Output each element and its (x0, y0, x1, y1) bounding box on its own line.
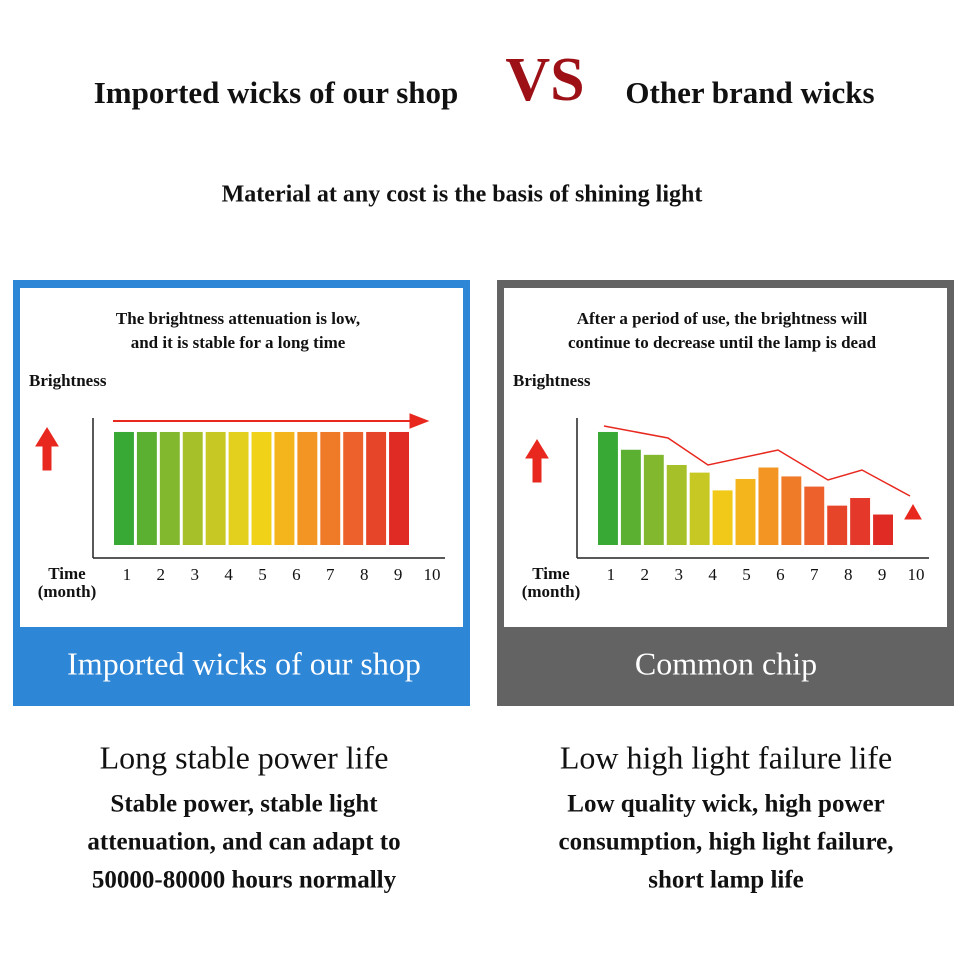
bar (114, 431, 134, 545)
bar (781, 476, 802, 545)
bar (598, 431, 618, 545)
panel-heading: Long stable power life (100, 739, 389, 775)
bar (643, 454, 664, 545)
chart-title: The brightness attenuation is low, (116, 309, 360, 328)
bar (228, 431, 249, 545)
x-tick-label: 7 (810, 565, 819, 584)
header-vs: VS (505, 46, 584, 114)
bar (873, 514, 893, 545)
bar (297, 431, 318, 545)
panel-text: short lamp life (648, 867, 804, 894)
x-tick-label: 3 (190, 565, 199, 584)
x-tick-label: 2 (157, 565, 166, 584)
bar (343, 431, 364, 545)
bar (159, 431, 180, 545)
panel-label: Imported wicks of our shop (67, 645, 421, 681)
bar (320, 431, 341, 545)
x-tick-label: 8 (360, 565, 369, 584)
bar (712, 490, 733, 545)
y-axis-label: Brightness (29, 371, 107, 390)
x-tick-label: 1 (607, 565, 616, 584)
x-axis-label: (month) (38, 582, 97, 601)
x-tick-label: 4 (224, 565, 233, 584)
bar (620, 449, 641, 545)
bar (666, 464, 687, 545)
x-tick-label: 3 (674, 565, 683, 584)
decoration (35, 413, 922, 520)
x-tick-label: 5 (258, 565, 267, 584)
x-axis-label: Time (48, 564, 86, 583)
header-left: Imported wicks of our shop (94, 75, 459, 110)
bar (366, 431, 387, 545)
x-tick-label: 9 (878, 565, 887, 584)
x-axis-label: (month) (522, 582, 581, 601)
chart-title: After a period of use, the brightness wi… (577, 309, 868, 328)
bar (850, 498, 871, 545)
panel-text: Stable power, stable light (110, 791, 378, 818)
panel-text: consumption, high light failure, (558, 829, 893, 856)
bar (182, 431, 203, 545)
x-tick-label: 8 (844, 565, 853, 584)
header-right: Other brand wicks (625, 75, 874, 110)
bar (389, 431, 409, 545)
x-tick-label: 10 (908, 565, 925, 584)
x-axis-label: Time (532, 564, 570, 583)
panel-text: attenuation, and can adapt to (87, 829, 400, 856)
panel-text: Low quality wick, high power (567, 791, 884, 818)
x-tick-label: 6 (776, 565, 785, 584)
panel-label: Common chip (635, 645, 817, 681)
x-tick-label: 1 (123, 565, 132, 584)
bar (251, 431, 272, 545)
bar (205, 431, 226, 545)
x-tick-label: 7 (326, 565, 335, 584)
x-tick-label: 9 (394, 565, 403, 584)
x-tick-label: 6 (292, 565, 301, 584)
bar (827, 505, 848, 545)
panel-heading: Low high light failure life (560, 739, 892, 775)
bar (758, 467, 779, 545)
chart-title: continue to decrease until the lamp is d… (568, 333, 877, 352)
x-tick-label: 4 (708, 565, 717, 584)
x-tick-label: 5 (742, 565, 751, 584)
x-tick-label: 10 (424, 565, 441, 584)
y-axis-label: Brightness (513, 371, 591, 390)
bar (735, 478, 756, 545)
subtitle: Material at any cost is the basis of shi… (222, 182, 703, 208)
chart-title: and it is stable for a long time (131, 333, 346, 352)
x-tick-label: 2 (641, 565, 650, 584)
bar (689, 472, 710, 545)
bar (274, 431, 295, 545)
panel-inner (504, 288, 947, 627)
bar (804, 486, 825, 545)
panel-text: 50000-80000 hours normally (92, 867, 397, 894)
bar (136, 431, 157, 545)
